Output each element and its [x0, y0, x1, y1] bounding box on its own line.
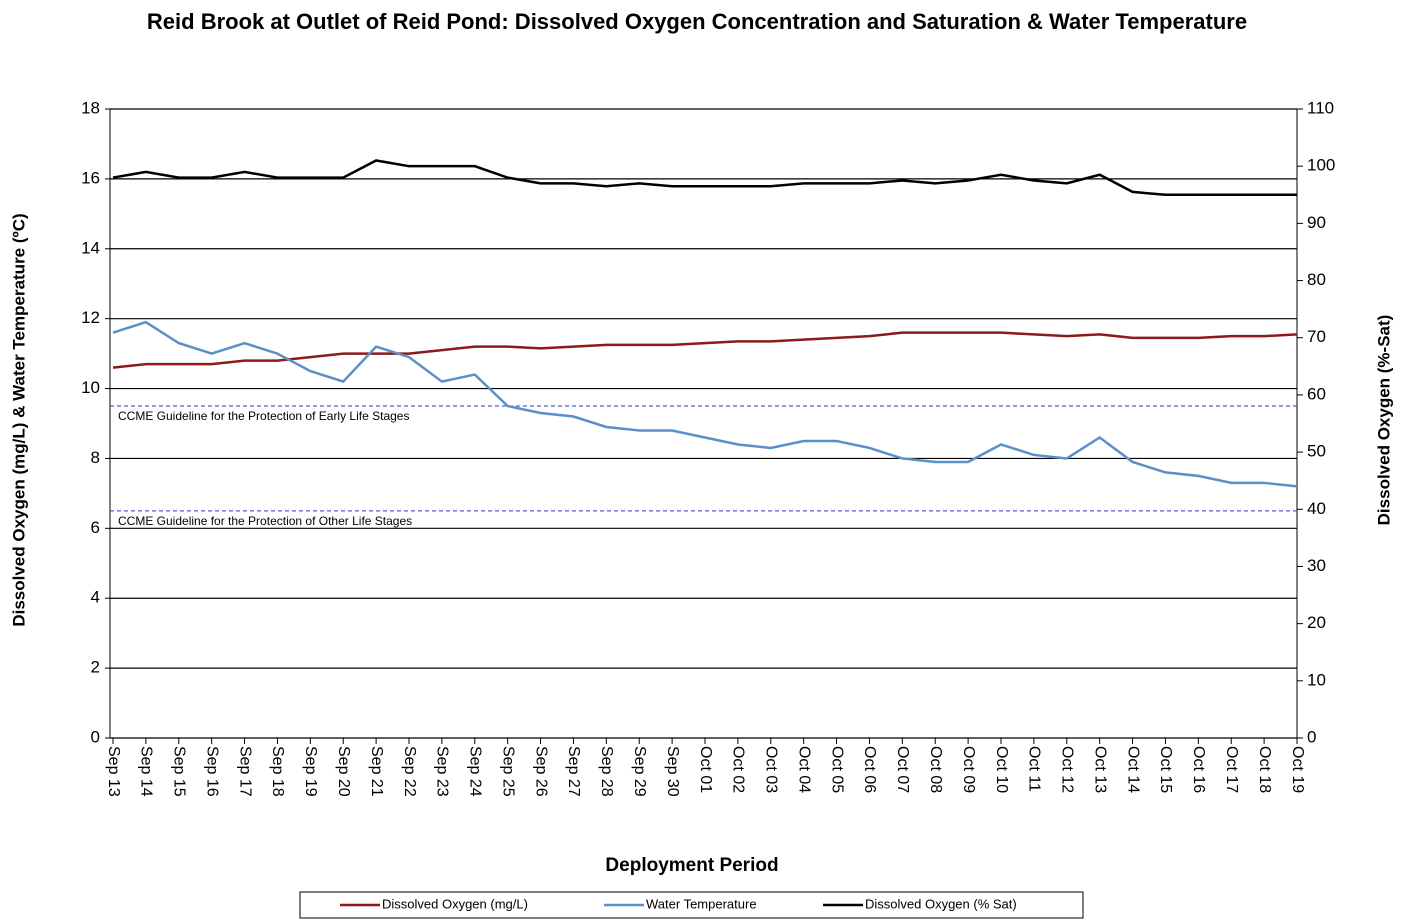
y2-tick-label: 40 [1307, 499, 1326, 518]
x-tick-label: Oct 15 [1157, 746, 1174, 793]
legend-label: Water Temperature [646, 896, 757, 911]
x-tick-label: Oct 06 [861, 746, 878, 793]
x-tick-label: Sep 25 [499, 746, 516, 797]
x-tick-label: Oct 14 [1124, 746, 1141, 793]
x-tick-label: Sep 29 [631, 746, 648, 797]
x-tick-label: Oct 10 [993, 746, 1010, 793]
x-tick-label: Sep 21 [368, 746, 385, 797]
x-tick-label: Oct 18 [1256, 746, 1273, 793]
y2-tick-label: 90 [1307, 213, 1326, 232]
legend-box [299, 891, 1084, 919]
y2-tick-label: 100 [1307, 156, 1335, 175]
series-line [112, 331, 1298, 369]
x-tick-label: Oct 07 [894, 746, 911, 793]
y-tick-label: 8 [91, 448, 100, 467]
y-tick-label: 4 [91, 588, 100, 607]
x-tick-label: Oct 16 [1190, 746, 1207, 793]
y2-tick-label: 60 [1307, 384, 1326, 403]
y2-tick-label: 50 [1307, 442, 1326, 461]
series-line [112, 320, 1298, 488]
x-tick-label: Sep 22 [401, 746, 418, 797]
plot-frame [109, 108, 1298, 739]
x-tick-label: Sep 16 [203, 746, 220, 797]
x-axis-label: Deployment Period [605, 855, 778, 876]
x-tick-label: Sep 15 [171, 746, 188, 797]
x-tick-label: Oct 19 [1289, 746, 1306, 793]
x-tick-label: Sep 14 [138, 746, 155, 797]
x-tick-label: Sep 19 [302, 746, 319, 797]
x-tick-label: Oct 13 [1091, 746, 1108, 793]
x-tick-label: Sep 26 [532, 746, 549, 797]
y2-tick-label: 80 [1307, 270, 1326, 289]
y-tick-label: 6 [91, 518, 100, 537]
legend-label: Dissolved Oxygen (mg/L) [382, 896, 528, 911]
x-tick-label: Oct 12 [1059, 746, 1076, 793]
y2-tick-label: 110 [1307, 98, 1334, 117]
y-tick-label: 16 [81, 168, 100, 187]
y-tick-label: 18 [81, 98, 100, 117]
x-tick-label: Sep 17 [236, 746, 253, 797]
y2-tick-label: 20 [1307, 613, 1326, 632]
x-tick-label: Oct 05 [828, 746, 845, 793]
y2-tick-label: 0 [1307, 727, 1316, 746]
y-tick-label: 14 [81, 238, 100, 257]
y-tick-label: 0 [91, 727, 100, 746]
reference-label: CCME Guideline for the Protection of Ear… [118, 409, 409, 423]
x-tick-label: Sep 28 [598, 746, 615, 797]
x-tick-label: Sep 23 [434, 746, 451, 797]
x-tick-label: Sep 27 [565, 746, 582, 797]
y-axis-label: Dissolved Oxygen (mg/L) & Water Temperat… [9, 213, 28, 626]
x-tick-label: Oct 17 [1223, 746, 1240, 793]
x-tick-label: Oct 08 [927, 746, 944, 793]
legend-label: Dissolved Oxygen (% Sat) [865, 896, 1017, 911]
x-tick-label: Sep 30 [664, 746, 681, 797]
series-line [112, 159, 1297, 197]
x-tick-label: Oct 09 [960, 746, 977, 793]
x-tick-label: Oct 11 [1026, 746, 1043, 792]
x-tick-label: Oct 02 [730, 746, 747, 793]
x-tick-label: Oct 04 [795, 746, 812, 793]
y2-axis-label: Dissolved Oxygen (%-Sat) [1374, 315, 1393, 526]
x-tick-label: Sep 13 [105, 746, 122, 797]
y2-tick-label: 10 [1307, 670, 1326, 689]
y-tick-label: 2 [91, 658, 100, 677]
reference-label: CCME Guideline for the Protection of Oth… [118, 514, 412, 528]
y2-tick-label: 30 [1307, 556, 1326, 575]
y-tick-label: 12 [81, 308, 100, 327]
x-tick-label: Oct 01 [697, 746, 714, 793]
y-tick-label: 10 [81, 378, 100, 397]
chart-title: Reid Brook at Outlet of Reid Pond: Disso… [146, 9, 1248, 34]
x-tick-label: Sep 24 [467, 746, 484, 797]
x-tick-label: Sep 20 [335, 746, 352, 797]
x-tick-label: Oct 03 [763, 746, 780, 793]
x-tick-label: Sep 18 [269, 746, 286, 797]
y2-tick-label: 70 [1307, 327, 1326, 346]
